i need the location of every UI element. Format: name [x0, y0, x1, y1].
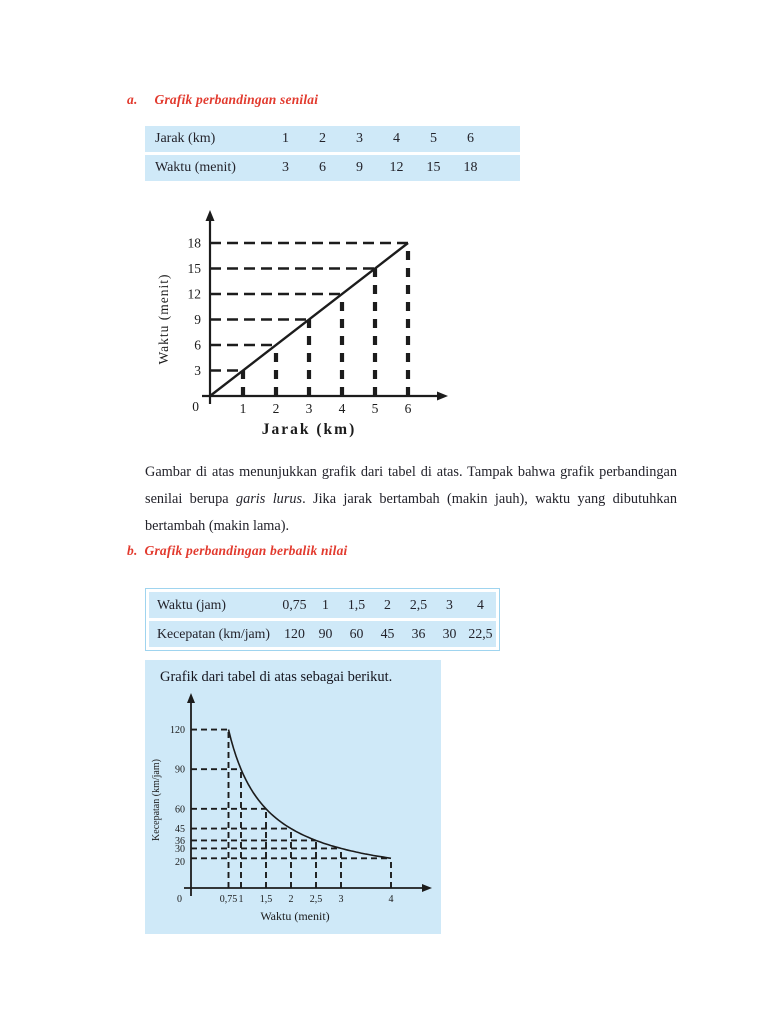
heading-a-label: Grafik perbandingan senilai	[154, 92, 319, 107]
table-cell: 60	[349, 626, 364, 641]
svg-text:36: 36	[175, 836, 185, 847]
table-cell: 2	[384, 597, 391, 612]
table-cell: 22,5	[468, 626, 493, 641]
svg-text:0,75: 0,75	[220, 894, 238, 905]
svg-text:120: 120	[170, 725, 185, 736]
table-cell: 0,75	[282, 597, 307, 612]
table-cell: 120	[284, 626, 305, 641]
svg-text:15: 15	[188, 261, 202, 276]
svg-text:2: 2	[289, 894, 294, 905]
svg-text:5: 5	[372, 401, 379, 416]
svg-text:60: 60	[175, 804, 185, 815]
table-cell: 3	[356, 131, 363, 146]
svg-text:1: 1	[239, 894, 244, 905]
table-cell: 4	[393, 131, 400, 146]
svg-text:1: 1	[240, 401, 247, 416]
table-cell: 1	[322, 597, 329, 612]
table-cell: 6	[319, 160, 326, 175]
table-cell: 2	[319, 131, 326, 146]
svg-text:4: 4	[389, 894, 394, 905]
table-cell: 3	[446, 597, 453, 612]
svg-text:2: 2	[273, 401, 280, 416]
heading-a-prefix: a.	[127, 92, 138, 107]
paragraph-text: Gambar di atas menunjukkan grafik dari t…	[145, 464, 677, 507]
svg-text:90: 90	[175, 765, 185, 776]
heading-b-label: Grafik perbandingan berbalik nilai	[144, 543, 348, 558]
svg-text:30: 30	[175, 844, 185, 855]
table-waktu-kecepatan: Waktu (jam) 0,75 1 1,5 2 2,5 3 4 Kecepat…	[145, 588, 500, 651]
table-cell: 4	[477, 597, 484, 612]
table-cell: 15	[426, 160, 441, 175]
table-cell: 45	[380, 626, 395, 641]
svg-text:9: 9	[194, 312, 201, 327]
table-cell: 3	[282, 160, 289, 175]
heading-b-prefix: b.	[127, 543, 138, 558]
paragraph-italic-term: garis lurus	[235, 491, 303, 507]
row-label: Waktu (jam)	[157, 597, 226, 612]
table-cell: 30	[442, 626, 457, 641]
table-cell: 9	[356, 160, 363, 175]
table-cell: 90	[318, 626, 333, 641]
chart2-title: Grafik dari tabel di atas sebagai beriku…	[160, 669, 393, 685]
table-cell: 6	[467, 131, 474, 146]
table-cell: 18	[463, 160, 478, 175]
table-row: Waktu (jam) 0,75 1 1,5 2 2,5 3 4	[149, 592, 496, 618]
table-jarak-waktu: Jarak (km) 1 2 3 4 5 6 Waktu (menit) 3 6…	[145, 126, 520, 184]
table-cell: 36	[411, 626, 426, 641]
svg-text:1,5: 1,5	[260, 894, 273, 905]
table-row: Waktu (menit) 3 6 9 12 15 18	[145, 155, 520, 181]
svg-text:45: 45	[175, 824, 185, 835]
row-label: Jarak (km)	[155, 131, 216, 146]
svg-text:2,5: 2,5	[310, 894, 323, 905]
svg-text:4: 4	[339, 401, 346, 416]
svg-text:6: 6	[405, 401, 412, 416]
svg-text:6: 6	[194, 338, 201, 353]
table-cell: 2,5	[409, 597, 428, 612]
paragraph-text: . Jika jarak bertambah (makin jauh), wak…	[145, 491, 677, 534]
svg-text:0: 0	[192, 399, 199, 414]
inverse-graph-panel: Grafik dari tabel di atas sebagai beriku…	[145, 660, 441, 934]
svg-text:Jarak (km): Jarak (km)	[262, 421, 356, 438]
svg-text:Waktu (menit): Waktu (menit)	[156, 273, 171, 364]
row-label: Waktu (menit)	[155, 160, 236, 175]
table-row: Kecepatan (km/jam) 120 90 60 45 36 30 22…	[149, 621, 496, 647]
body-paragraph: Gambar di atas menunjukkan grafik dari t…	[145, 459, 677, 540]
svg-text:3: 3	[339, 894, 344, 905]
table-row: Jarak (km) 1 2 3 4 5 6	[145, 126, 520, 152]
svg-text:3: 3	[306, 401, 313, 416]
svg-text:Waktu (menit): Waktu (menit)	[260, 909, 329, 923]
table-cell: 5	[430, 131, 437, 146]
heading-a: a. Grafik perbandingan senilai	[127, 92, 318, 108]
table-cell: 1,5	[347, 597, 366, 612]
row-label: Kecepatan (km/jam)	[157, 626, 271, 641]
table-cell: 1	[282, 131, 289, 146]
table-cell: 12	[389, 160, 404, 175]
svg-text:20: 20	[175, 857, 185, 868]
svg-text:Kecepatan (km/jam): Kecepatan (km/jam)	[151, 759, 162, 841]
svg-text:0: 0	[177, 894, 182, 905]
svg-text:3: 3	[194, 363, 201, 378]
svg-text:18: 18	[188, 236, 202, 251]
heading-b: b. Grafik perbandingan berbalik nilai	[127, 543, 347, 559]
svg-text:12: 12	[188, 287, 202, 302]
